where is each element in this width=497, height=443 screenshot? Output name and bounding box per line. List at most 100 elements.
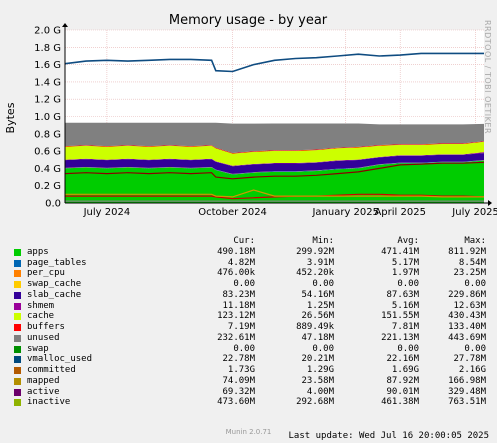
legend-value-avg: 0.00: [397, 279, 419, 289]
legend-value-cur: 4.82M: [227, 257, 255, 268]
x-tick-label: July 2025: [451, 207, 497, 218]
legend-value-max: 23.25M: [453, 268, 486, 279]
legend-swatch: [14, 281, 21, 288]
legend-name: per_cpu: [27, 268, 65, 279]
legend-name: committed: [27, 365, 76, 375]
legend-value-cur: 473.60M: [217, 397, 255, 408]
line-committed: [64, 52, 484, 73]
legend-header-min: Min:: [312, 236, 334, 246]
legend-value-min: 20.21M: [301, 354, 334, 365]
legend-value-cur: 0.00: [233, 279, 255, 289]
legend-swatch: [14, 334, 21, 342]
legend-value-max: 2.16G: [458, 365, 486, 375]
y-tick-label: 1.0 G: [34, 112, 61, 123]
legend-name: inactive: [27, 397, 71, 408]
legend-row-apps: apps 490.18M 299.92M 471.41M 811.92M: [0, 247, 497, 258]
last-update: Last update: Wed Jul 16 20:00:05 2025: [288, 431, 489, 441]
legend-value-cur: 22.78M: [222, 354, 255, 365]
legend-value-avg: 1.97M: [391, 268, 419, 279]
legend-value-min: 292.68M: [296, 397, 334, 408]
legend-value-max: 430.43M: [448, 311, 486, 322]
legend-value-max: 8.54M: [458, 257, 486, 268]
legend-value-cur: 83.23M: [222, 289, 255, 300]
legend-value-avg: 87.92M: [386, 375, 419, 386]
area-series: [65, 122, 484, 203]
line-inactive: [64, 161, 485, 180]
legend-value-cur: 7.19M: [227, 322, 255, 332]
legend-name: buffers: [27, 322, 65, 332]
legend-value-avg: 0.00: [397, 343, 419, 354]
chart-title: Memory usage - by year: [169, 13, 328, 28]
legend-value-cur: 123.12M: [217, 311, 255, 322]
legend-value-min: 47.18M: [301, 332, 334, 343]
y-tick-label: 1.4 G: [34, 77, 61, 88]
area-unused: [65, 122, 484, 153]
legend-value-avg: 471.41M: [381, 246, 419, 257]
legend-name: shmem: [27, 300, 55, 311]
legend-value-min: 3.91M: [306, 257, 334, 268]
y-tick-label: 0.0: [45, 199, 61, 210]
legend-value-min: 26.56M: [301, 311, 334, 322]
legend-row-swap: swap 0.00 0.00 0.00 0.00: [0, 344, 497, 355]
area-page_tables: [65, 160, 484, 175]
legend-value-min: 1.25M: [306, 300, 334, 311]
legend-row-vmalloc_used: vmalloc_used 22.78M 20.21M 22.16M 27.78M: [0, 354, 497, 365]
x-tick-label: July 2024: [83, 207, 131, 218]
legend-value-cur: 1.73G: [227, 365, 255, 375]
legend-header-cur: Cur:: [233, 236, 255, 246]
y-ticks: 0.0 0.2 G 0.4 G 0.6 G 0.8 G 1.0 G 1.2 G 1.4 G 1.…: [34, 26, 61, 210]
legend-value-avg: 7.81M: [391, 322, 419, 332]
legend-header: Cur: Min: Avg: Max:: [0, 236, 497, 247]
legend-value-max: 166.98M: [448, 375, 486, 386]
legend-swatch: [14, 324, 21, 331]
legend-value-min: 23.58M: [301, 375, 334, 386]
legend-value-avg: 22.16M: [386, 354, 419, 365]
legend-swatch: [14, 345, 21, 353]
legend-value-max: 27.78M: [453, 354, 486, 365]
line-active: [65, 189, 484, 198]
legend-name: page_tables: [27, 257, 87, 268]
legend-value-max: 763.51M: [448, 397, 486, 408]
legend-row-cache: cache 123.12M 26.56M 151.55M 430.43M: [0, 311, 497, 322]
legend-value-min: 889.49k: [296, 322, 334, 332]
legend-value-cur: 69.32M: [222, 386, 255, 397]
legend-row-inactive: inactive 473.60M 292.68M 461.38M 763.51M: [0, 397, 497, 408]
legend-value-avg: 5.17M: [391, 257, 419, 268]
legend-row-shmem: shmem 11.18M 1.25M 5.16M 12.63M: [0, 301, 497, 312]
legend-header-avg: Avg:: [397, 236, 419, 246]
legend-value-avg: 221.13M: [381, 332, 419, 343]
area-cache: [65, 141, 484, 166]
y-tick-label: 1.8 G: [34, 43, 61, 54]
legend-row-committed: committed 1.73G 1.29G 1.69G 2.16G: [0, 365, 497, 376]
x-tick-label: January 2025: [311, 207, 379, 218]
legend-name: unused: [27, 332, 60, 343]
legend-swatch: [14, 259, 21, 267]
y-tick-label: 2.0 G: [34, 26, 61, 37]
legend-value-max: 811.92M: [448, 246, 486, 257]
legend-swatch: [14, 270, 21, 278]
legend-swatch: [14, 302, 21, 310]
legend-row-slab_cache: slab_cache 83.23M 54.16M 87.63M 229.86M: [0, 290, 497, 301]
legend-row-active: active 69.32M 4.00M 90.01M 329.48M: [0, 387, 497, 398]
memory-chart: Memory usage - by year Bytes RRDTOOL / T…: [4, 13, 497, 218]
legend-value-cur: 11.18M: [222, 300, 255, 311]
legend-value-cur: 74.09M: [222, 375, 255, 386]
legend-swatch: [14, 399, 21, 407]
legend-name: mapped: [27, 375, 60, 386]
line-series: [64, 52, 485, 202]
y-tick-label: 0.2 G: [34, 181, 61, 192]
x-tick-label: October 2024: [198, 207, 267, 218]
legend-value-max: 0.00: [464, 279, 486, 289]
legend-value-max: 0.00: [464, 343, 486, 354]
legend-value-avg: 87.63M: [386, 289, 419, 300]
legend-swatch: [14, 367, 21, 374]
legend-value-min: 1.29G: [306, 365, 334, 375]
legend-name: swap: [27, 343, 49, 354]
legend-value-cur: 232.61M: [217, 332, 255, 343]
legend-swatch: [14, 388, 21, 396]
legend-value-max: 229.86M: [448, 289, 486, 300]
legend-name: swap_cache: [27, 279, 82, 289]
legend-swatch: [14, 377, 21, 385]
y-tick-label: 1.2 G: [34, 95, 61, 106]
